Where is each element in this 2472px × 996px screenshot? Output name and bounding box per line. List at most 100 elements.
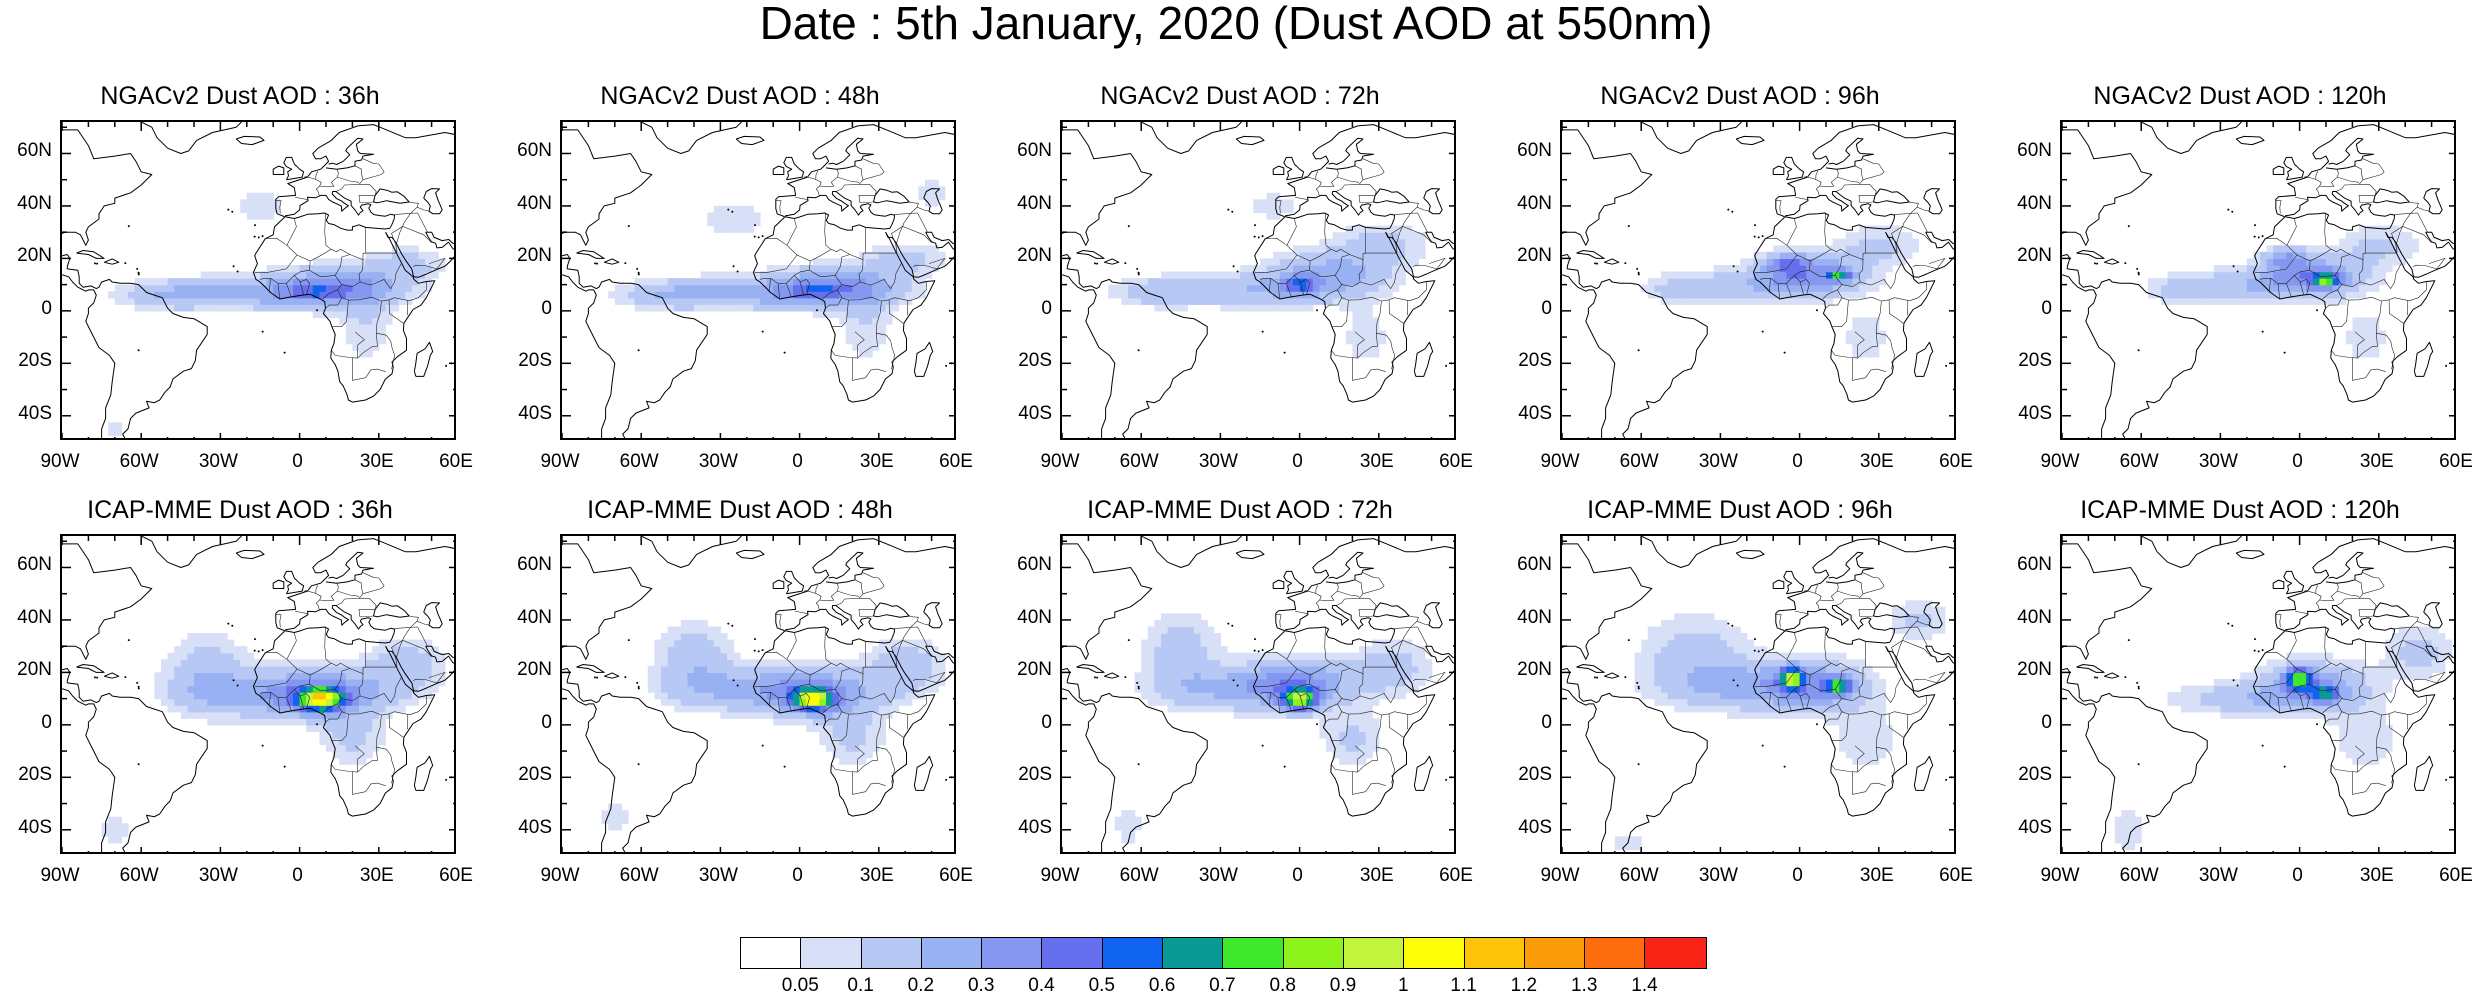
dust-field <box>1615 600 1946 850</box>
x-tick-label: 60W <box>1104 452 1174 472</box>
x-tick-label: 0 <box>1763 452 1833 472</box>
x-tick-label: 90W <box>525 452 595 472</box>
y-tick-label: 0 <box>1500 299 1552 319</box>
map-frame <box>2060 120 2456 440</box>
y-tick-label: 40N <box>500 608 552 628</box>
y-tick-label: 40N <box>1000 608 1052 628</box>
colorbar-label: 1.3 <box>1554 976 1614 996</box>
colorbar-box <box>1042 938 1102 968</box>
dust-aod-map <box>1562 536 1956 854</box>
dust-field <box>608 180 945 358</box>
dust-aod-map <box>1062 536 1456 854</box>
x-tick-label: 60W <box>2104 452 2174 472</box>
y-tick-label: 20N <box>2000 246 2052 266</box>
x-tick-label: 30W <box>183 452 253 472</box>
x-tick-label: 60E <box>1921 866 1991 886</box>
y-tick-label: 40N <box>0 608 52 628</box>
colorbar-label: 1.2 <box>1494 976 1554 996</box>
y-tick-label: 40S <box>0 404 52 424</box>
y-tick-label: 60N <box>0 555 52 575</box>
x-tick-label: 30E <box>342 452 412 472</box>
colorbar-label: 0.1 <box>831 976 891 996</box>
y-tick-label: 60N <box>0 141 52 161</box>
colorbar-box <box>1223 938 1283 968</box>
dust-aod-map <box>62 122 456 440</box>
dust-field <box>1641 226 1919 358</box>
x-tick-label: 0 <box>2263 866 2333 886</box>
map-frame <box>1560 534 1956 854</box>
colorbar-label: 1.1 <box>1434 976 1494 996</box>
y-tick-label: 0 <box>500 713 552 733</box>
y-tick-label: 0 <box>500 299 552 319</box>
colorbar-box <box>1163 938 1223 968</box>
x-tick-label: 90W <box>525 866 595 886</box>
x-tick-label: 60E <box>421 866 491 886</box>
y-tick-label: 20S <box>500 351 552 371</box>
dust-field <box>108 193 445 436</box>
x-tick-label: 30W <box>2183 452 2253 472</box>
x-tick-label: 0 <box>263 866 333 886</box>
colorbar-box <box>1525 938 1585 968</box>
x-tick-label: 90W <box>1525 452 1595 472</box>
dust-aod-map <box>562 536 956 854</box>
x-tick-label: 0 <box>263 452 333 472</box>
panel-title: ICAP-MME Dust AOD : 120h <box>2000 496 2472 524</box>
y-tick-label: 40N <box>1500 194 1552 214</box>
x-tick-label: 30E <box>842 452 912 472</box>
y-tick-label: 20N <box>1500 246 1552 266</box>
y-tick-label: 0 <box>0 713 52 733</box>
x-tick-label: 30E <box>842 866 912 886</box>
y-tick-label: 40S <box>1500 818 1552 838</box>
y-tick-label: 40S <box>0 818 52 838</box>
dust-field <box>2148 226 2419 358</box>
colorbar-label: 0.4 <box>1012 976 1072 996</box>
x-tick-label: 30W <box>2183 866 2253 886</box>
colorbar-label: 0.2 <box>891 976 951 996</box>
y-tick-label: 20N <box>500 246 552 266</box>
y-tick-label: 40S <box>2000 404 2052 424</box>
dust-aod-map <box>562 122 956 440</box>
colorbar-label: 0.6 <box>1132 976 1192 996</box>
x-tick-label: 60W <box>104 866 174 886</box>
y-tick-label: 40N <box>1000 194 1052 214</box>
aod-colorbar <box>740 937 1707 969</box>
dust-aod-map <box>1562 122 1956 440</box>
y-tick-label: 20N <box>0 660 52 680</box>
dust-aod-map <box>62 536 456 854</box>
y-tick-label: 20N <box>1000 660 1052 680</box>
y-tick-label: 20S <box>0 351 52 371</box>
y-tick-label: 20S <box>0 765 52 785</box>
x-tick-label: 30W <box>1183 866 1253 886</box>
x-tick-label: 90W <box>1025 866 1095 886</box>
y-tick-label: 20N <box>1000 246 1052 266</box>
y-tick-label: 60N <box>1500 555 1552 575</box>
y-tick-label: 0 <box>2000 299 2052 319</box>
map-frame <box>1060 120 1456 440</box>
map-frame <box>560 120 956 440</box>
colorbar-box <box>801 938 861 968</box>
y-tick-label: 40N <box>1500 608 1552 628</box>
colorbar-box <box>1585 938 1645 968</box>
x-tick-label: 0 <box>2263 452 2333 472</box>
panel-title: NGACv2 Dust AOD : 72h <box>1000 82 1480 110</box>
x-tick-label: 30E <box>1342 866 1412 886</box>
x-tick-label: 90W <box>1525 866 1595 886</box>
x-tick-label: 0 <box>1263 866 1333 886</box>
y-tick-label: 40S <box>2000 818 2052 838</box>
x-tick-label: 60W <box>604 452 674 472</box>
x-tick-label: 0 <box>1763 866 1833 886</box>
y-tick-label: 40N <box>500 194 552 214</box>
map-frame <box>1060 534 1456 854</box>
coastlines <box>1562 536 1956 854</box>
x-tick-label: 30W <box>1683 866 1753 886</box>
y-tick-label: 60N <box>500 141 552 161</box>
panel-title: NGACv2 Dust AOD : 48h <box>500 82 980 110</box>
y-tick-label: 0 <box>1000 299 1052 319</box>
x-tick-label: 30E <box>342 866 412 886</box>
colorbar-label: 0.5 <box>1072 976 1132 996</box>
